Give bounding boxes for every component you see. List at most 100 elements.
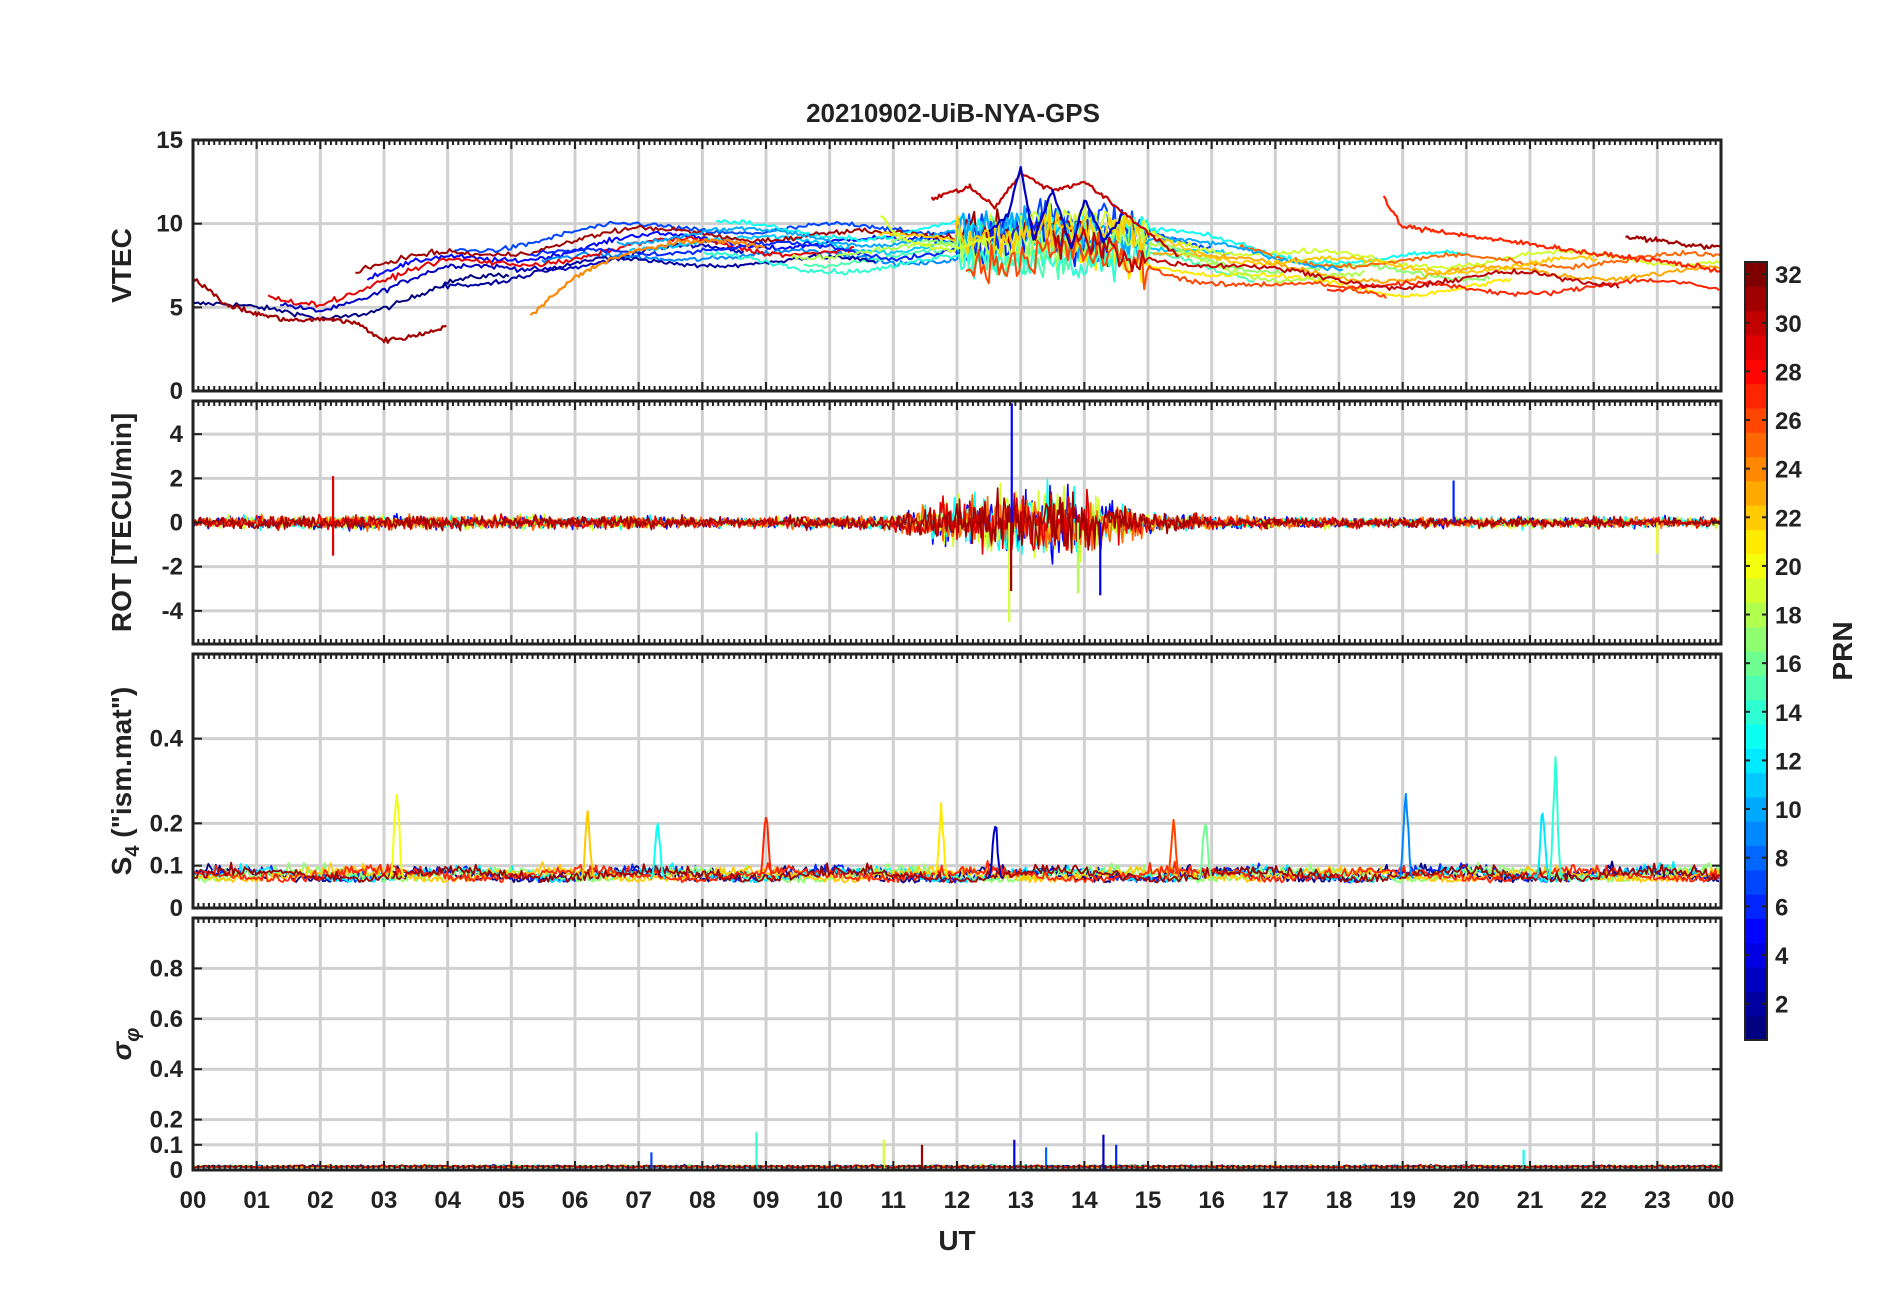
x-tick-label: 09 [753,1187,780,1214]
colorbar-tick-label: 4 [1775,943,1789,970]
x-tick-label: 22 [1580,1187,1607,1214]
sigma_phi-ytick-label: 0.8 [150,955,183,982]
colorbar-swatch [1745,894,1767,920]
x-tick-label: 16 [1198,1187,1225,1214]
colorbar-swatch [1745,602,1767,628]
colorbar-swatch [1745,310,1767,336]
rot-ytick-label: -2 [162,554,183,581]
s4-spike [388,793,406,879]
vtec-ytick-label: 15 [156,127,183,154]
colorbar-swatch [1745,821,1767,847]
colorbar-tick-label: 24 [1775,457,1802,484]
vtec-ytick-label: 0 [170,378,183,405]
rot-ytick-label: 4 [170,421,184,448]
x-tick-label: 15 [1135,1187,1162,1214]
colorbar-swatch [1745,359,1767,385]
rot-ytick-label: 2 [170,465,183,492]
colorbar-tick-label: 8 [1775,846,1788,873]
s4-series-prn-31 [193,861,1720,884]
rot-ylabel: ROT [TECU/min] [106,413,137,632]
x-tick-label: 00 [180,1187,207,1214]
x-tick-label: 00 [1708,1187,1735,1214]
x-tick-label: 01 [243,1187,270,1214]
s4-ytick-label: 0.2 [150,810,183,837]
rot-ytick-label: 0 [170,510,183,537]
sigma_phi-ytick-label: 0.4 [150,1056,184,1083]
sigma_phi-ytick-label: 0.6 [150,1006,183,1033]
s4-spike [987,825,1004,880]
vtec-series-prn-26 [965,231,1387,299]
sigma_phi-ytick-label: 0.2 [150,1107,183,1134]
x-tick-label: 20 [1453,1187,1480,1214]
vtec-series-prn-15 [803,231,1255,283]
vtec-series-prn-23 [1152,251,1721,284]
colorbar-swatch [1745,262,1767,287]
colorbar-swatch [1745,723,1767,749]
colorbar-swatch [1745,626,1767,652]
x-tick-label: 08 [689,1187,716,1214]
colorbar-tick-label: 22 [1775,505,1802,532]
x-tick-label: 12 [944,1187,971,1214]
colorbar-swatch [1745,918,1767,944]
vtec-series-prn-27 [1326,277,1720,297]
colorbar-swatch [1745,480,1767,506]
colorbar-swatch [1745,845,1767,871]
vtec-series-prn-14 [703,241,1131,283]
x-tick-label: 14 [1071,1187,1098,1214]
s4-ytick-label: 0 [170,895,183,922]
vtec-series-prn-13 [716,207,1468,266]
rot-panel: -4 -2 0 2 4 ROT [TECU/min] [106,399,1723,646]
colorbar-tick-label: 6 [1775,894,1788,921]
colorbar-swatch [1745,456,1767,482]
colorbar-tick-label: 30 [1775,311,1802,338]
colorbar-swatch [1745,505,1767,531]
x-tick-label: 19 [1389,1187,1416,1214]
s4-ytick-label: 0.1 [150,853,183,880]
colorbar-tick-label: 26 [1775,408,1802,435]
s4-ylabel: S4 ("ism.mat") [106,687,144,876]
vtec-series-prn-30 [1052,227,1620,291]
x-tick-label: 23 [1644,1187,1671,1214]
colorbar-tick-label: 10 [1775,797,1802,824]
x-tick-label: 13 [1007,1187,1034,1214]
x-axis: 00 01 02 03 04 05 06 07 08 09 10 11 12 13 14 15 16 17 18 19… [180,1187,1735,1214]
colorbar-tick-label: 16 [1775,651,1802,678]
x-tick-label: 17 [1262,1187,1289,1214]
colorbar-swatch [1745,772,1767,798]
x-tick-label: 06 [562,1187,589,1214]
x-tick-label: 04 [434,1187,461,1214]
sigma_phi-ytick-label: 0 [170,1157,183,1184]
x-axis-label: UT [938,1225,975,1256]
vtec-series-prn-3 [988,166,1123,250]
colorbar-tick-label: 12 [1775,748,1802,775]
colorbar-label: PRN [1827,621,1858,680]
colorbar-tick-label: 32 [1775,262,1802,289]
colorbar-swatch [1745,407,1767,433]
colorbar-swatch [1745,432,1767,458]
s4-series-prn-27 [193,860,1720,884]
colorbar-swatch [1745,699,1767,725]
sigma_phi-ylabel: σφ [106,1028,144,1061]
vtec-ytick-label: 10 [156,211,183,238]
vtec-series-layer [193,166,1721,344]
s4-spike [649,822,666,880]
colorbar-swatch [1745,286,1767,312]
vtec-series-prn-24 [529,238,765,317]
vtec-series-prn-5 [366,220,980,281]
x-tick-label: 10 [816,1187,843,1214]
colorbar-swatch [1745,651,1767,676]
vtec-series-prn-31 [193,277,447,344]
s4-spike [1165,818,1182,880]
vtec-ytick-label: 5 [170,294,183,321]
rot-ytick-label: -4 [162,598,184,625]
x-tick-label: 21 [1517,1187,1544,1214]
colorbar-tick-label: 20 [1775,554,1802,581]
colorbar-swatch [1745,334,1767,360]
s4-spike [932,802,950,880]
colorbar-tick-label: 2 [1775,992,1788,1019]
s4-spike [1197,823,1214,880]
vtec-ylabel: VTEC [106,228,137,303]
s4-ytick-label: 0.4 [150,726,184,753]
